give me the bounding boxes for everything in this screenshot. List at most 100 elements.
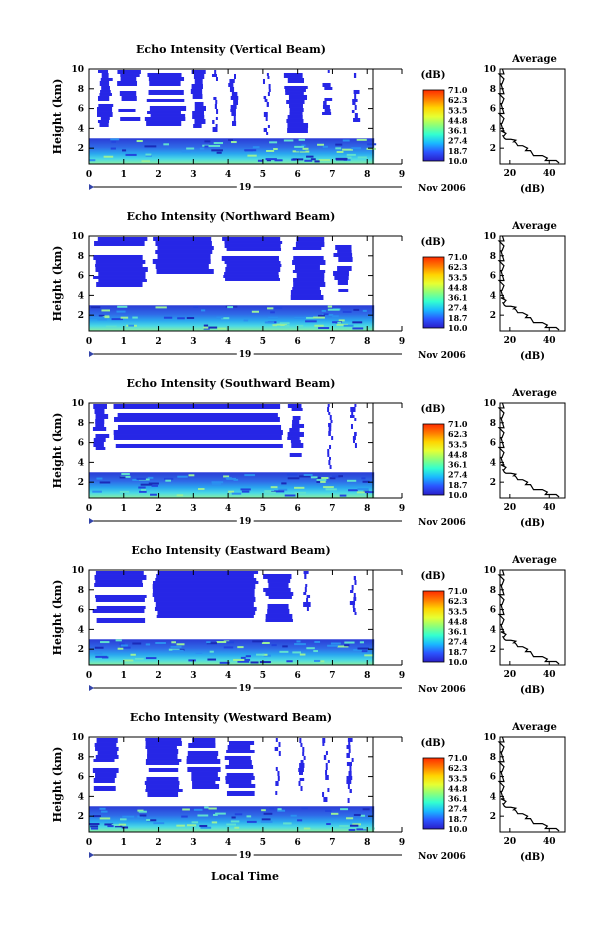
x-tick-label: 4 xyxy=(225,504,231,514)
bl-speckle xyxy=(326,823,331,826)
x-tick-label: 2 xyxy=(155,671,161,681)
bl-speckle xyxy=(99,481,111,484)
bl-speckle xyxy=(223,646,234,649)
bl-speckle xyxy=(336,323,349,326)
echo-cell xyxy=(228,82,234,87)
x-tick-label: 1 xyxy=(121,337,127,347)
echo-cell xyxy=(145,758,182,762)
avg-x-tick-label: 40 xyxy=(543,837,556,847)
echo-cell xyxy=(350,406,356,412)
bl-speckle xyxy=(246,820,257,823)
echo-cell xyxy=(287,431,304,437)
colorbar-tick-label: 36.1 xyxy=(448,460,467,470)
echo-cell xyxy=(354,579,357,585)
colorbar-tick-label: 18.7 xyxy=(448,146,467,156)
echo-cell xyxy=(292,259,326,265)
echo-cell xyxy=(145,784,180,789)
bl-speckle xyxy=(98,314,105,317)
bl-speckle xyxy=(270,486,278,489)
colorbar-tick-label: 62.3 xyxy=(448,262,468,272)
bl-speckle xyxy=(147,476,154,479)
x-tick-label: 1 xyxy=(121,838,127,848)
avg-y-tick-label: 8 xyxy=(490,252,496,262)
echo-cell xyxy=(290,294,324,300)
echo-cell xyxy=(147,72,182,77)
bl-speckle xyxy=(191,821,199,824)
echo-cell xyxy=(334,275,349,280)
echo-cell xyxy=(302,746,305,752)
bl-speckle xyxy=(303,473,313,476)
bl-speckle xyxy=(203,326,209,329)
bl-speckle xyxy=(226,477,236,480)
bl-speckle xyxy=(226,641,235,644)
bl-speckle xyxy=(120,316,129,319)
bl-speckle xyxy=(316,480,324,483)
bl-speckle xyxy=(283,822,292,825)
bl-speckle xyxy=(296,640,301,643)
echo-cell xyxy=(99,80,110,86)
bl-speckle xyxy=(188,659,196,662)
panel-title: Echo Intensity (Northward Beam) xyxy=(127,210,336,223)
echo-cell xyxy=(212,119,215,124)
colorbar xyxy=(422,89,445,162)
bl-speckle xyxy=(269,141,278,144)
echo-cell xyxy=(287,122,309,128)
date-label: Nov 2006 xyxy=(418,351,466,361)
avg-x-tick-label: 40 xyxy=(543,336,556,346)
echo-cell xyxy=(302,751,305,756)
colorbar-tick-label: 18.7 xyxy=(448,313,467,323)
x-tick-label: 6 xyxy=(295,170,301,180)
bl-speckle xyxy=(216,316,224,319)
colorbar-tick-label: 44.8 xyxy=(448,616,468,626)
echo-cell xyxy=(95,746,119,751)
bl-speckle xyxy=(97,316,105,319)
y-tick-label: 8 xyxy=(78,419,84,429)
echo-cell xyxy=(327,787,330,792)
bl-speckle xyxy=(361,650,368,653)
echo-cell xyxy=(224,271,279,275)
y-tick-label: 4 xyxy=(78,458,84,468)
x-tick-label: 2 xyxy=(155,170,161,180)
bl-speckle xyxy=(346,817,354,820)
echo-cell xyxy=(327,448,330,454)
echo-cell xyxy=(95,754,119,759)
y-tick-label: 4 xyxy=(78,124,84,134)
bl-speckle xyxy=(353,649,362,652)
echo-cell xyxy=(145,745,177,749)
bl-speckle xyxy=(212,813,218,816)
bl-speckle xyxy=(244,149,257,152)
bl-speckle xyxy=(206,641,211,644)
echo-cell xyxy=(148,76,185,81)
bl-speckle xyxy=(200,826,212,829)
echo-cell xyxy=(97,236,148,241)
colorbar-tick-label: 10.0 xyxy=(448,323,468,333)
echo-cell xyxy=(153,236,212,241)
echo-cell xyxy=(192,737,216,743)
average-title: Average xyxy=(511,221,557,232)
echo-cell xyxy=(267,608,290,614)
bl-speckle xyxy=(122,149,127,152)
bl-speckle xyxy=(137,815,143,818)
ylabel: Height (km) xyxy=(51,413,64,489)
avg-y-tick-label: 6 xyxy=(490,439,496,449)
day-label: 19 xyxy=(239,350,252,360)
echo-cell xyxy=(190,88,203,94)
plot-frame xyxy=(88,569,374,666)
plot-frame xyxy=(88,68,374,165)
bl-speckle xyxy=(101,484,110,487)
bl-speckle xyxy=(317,143,325,146)
bl-speckle xyxy=(145,154,152,157)
plot-frame xyxy=(88,235,374,332)
bl-speckle xyxy=(186,824,197,827)
echo-cell xyxy=(354,442,357,448)
bl-speckle xyxy=(155,306,167,309)
y-tick-label: 6 xyxy=(78,272,84,282)
bl-speckle xyxy=(302,147,309,150)
bl-speckle xyxy=(155,642,166,645)
bl-speckle xyxy=(197,488,205,491)
echo-cell xyxy=(285,88,306,92)
echo-cell xyxy=(120,73,140,77)
bl-speckle xyxy=(264,321,275,324)
avg-y-tick-label: 4 xyxy=(490,792,496,802)
echo-cell xyxy=(346,752,350,758)
